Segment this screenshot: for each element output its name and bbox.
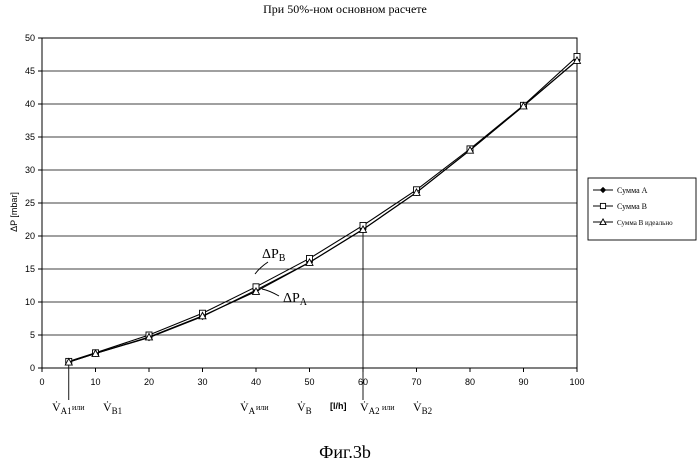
dp-b-label: ΔPB — [262, 247, 286, 264]
x-tick-label: 0 — [39, 377, 44, 387]
flow-label-b: V̇B — [297, 400, 312, 416]
x-tick-label: 30 — [197, 377, 207, 387]
y-tick-label: 25 — [25, 198, 35, 208]
y-tick-label: 45 — [25, 66, 35, 76]
x-tick-label: 40 — [251, 377, 261, 387]
flow-labels: V̇A1илиV̇B1V̇AилиV̇B[l/h]V̇A2илиV̇B2 — [52, 400, 432, 416]
y-tick-label: 0 — [30, 363, 35, 373]
y-axis: 0 5 10 15 20 25 30 35 40 45 50 — [25, 33, 42, 373]
figure-caption: Фиг.3b — [319, 442, 371, 462]
x-tick-label: 90 — [518, 377, 528, 387]
y-tick-label: 30 — [25, 165, 35, 175]
chart-title: При 50%-ном основном расчете — [263, 2, 427, 16]
series-line — [69, 60, 577, 362]
x-tick-label: 70 — [411, 377, 421, 387]
y-tick-label: 40 — [25, 99, 35, 109]
x-tick-label: 20 — [144, 377, 154, 387]
y-tick-label: 50 — [25, 33, 35, 43]
dp-b-pointer — [255, 262, 268, 274]
series-line — [69, 56, 577, 361]
or-label: или — [72, 403, 85, 412]
dp-a-label: ΔPA — [283, 291, 308, 308]
x-tick-label: 10 — [90, 377, 100, 387]
y-tick-label: 20 — [25, 231, 35, 241]
legend-entry: Сумма В идеально — [617, 219, 673, 227]
dp-a-pointer — [262, 289, 279, 296]
or-label: или — [382, 403, 395, 412]
x-tick-label: 80 — [465, 377, 475, 387]
legend-entry: Сумма В — [617, 202, 647, 211]
x-axis: 0102030405060708090100 — [39, 368, 584, 387]
y-axis-label: ΔP [mbar] — [9, 192, 19, 232]
flow-markers — [69, 229, 363, 400]
flow-label-a2: V̇A2 — [360, 400, 380, 416]
flow-label-a1: V̇A1 — [52, 400, 72, 416]
y-tick-label: 5 — [30, 330, 35, 340]
legend: Сумма А Сумма В Сумма В идеально — [588, 178, 696, 240]
flow-label-b1: V̇B1 — [103, 400, 122, 416]
x-tick-label: 100 — [569, 377, 584, 387]
series-group — [65, 53, 580, 365]
legend-entry: Сумма А — [617, 186, 648, 195]
y-tick-label: 35 — [25, 132, 35, 142]
grid — [42, 71, 577, 335]
flow-label-b2: V̇B2 — [413, 400, 432, 416]
x-axis-unit-label: [l/h] — [330, 401, 347, 411]
y-tick-label: 10 — [25, 297, 35, 307]
flow-label-a: V̇A — [240, 400, 256, 416]
y-tick-label: 15 — [25, 264, 35, 274]
or-label: или — [256, 403, 269, 412]
data-point — [600, 203, 605, 208]
series-line — [69, 60, 577, 362]
x-tick-label: 50 — [304, 377, 314, 387]
